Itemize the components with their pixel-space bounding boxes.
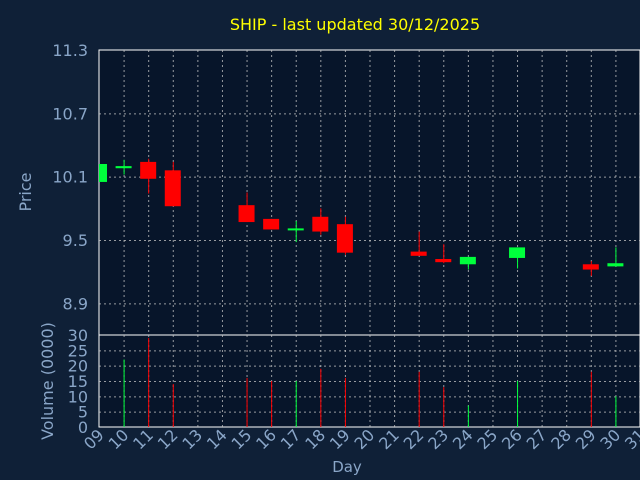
candle-body bbox=[238, 205, 255, 223]
volume-tick-label: 5 bbox=[78, 403, 88, 422]
candle-body bbox=[435, 259, 452, 263]
candle-day-12 bbox=[164, 161, 181, 207]
candle-day-29 bbox=[582, 261, 599, 276]
candle-body bbox=[582, 264, 599, 270]
chart-title: SHIP - last updated 30/12/2025 bbox=[230, 15, 480, 34]
candle-body bbox=[287, 228, 304, 231]
candle-day-19 bbox=[336, 216, 353, 255]
candle-day-17 bbox=[287, 221, 304, 243]
day-axis-label: Day bbox=[332, 458, 362, 476]
price-tick-label: 11.3 bbox=[52, 41, 88, 60]
candle-body bbox=[459, 256, 476, 265]
candle-day-11 bbox=[140, 158, 157, 194]
candle-body bbox=[164, 170, 181, 207]
candle-body bbox=[336, 224, 353, 253]
price-tick-label: 8.9 bbox=[63, 294, 88, 313]
candle-day-10 bbox=[115, 159, 132, 175]
candle-day-22 bbox=[410, 231, 427, 256]
price-grid bbox=[99, 50, 640, 335]
price-plot-area bbox=[98, 49, 640, 336]
volume-tick-label: 20 bbox=[68, 357, 88, 376]
candle-body bbox=[607, 263, 624, 267]
candle-day-24 bbox=[459, 256, 476, 270]
candle-body bbox=[99, 164, 107, 182]
volume-bars bbox=[123, 338, 617, 427]
volume-tick-label: 10 bbox=[68, 387, 88, 406]
volume-tick-label: 25 bbox=[68, 341, 88, 360]
price-panel: 11.3 10.7 10.1 9.5 8.9 Price bbox=[16, 41, 640, 336]
price-y-ticks: 11.3 10.7 10.1 9.5 8.9 bbox=[52, 41, 88, 313]
candle-day-16 bbox=[263, 218, 280, 230]
candle-day-30 bbox=[607, 247, 624, 267]
candle-body bbox=[115, 166, 132, 169]
candle-body bbox=[410, 251, 427, 256]
candle-day-18 bbox=[312, 208, 329, 235]
candle-day-26 bbox=[509, 247, 526, 269]
volume-axis-label: Volume (0000) bbox=[38, 322, 57, 440]
candle-body bbox=[140, 161, 157, 179]
price-tick-label: 10.7 bbox=[52, 104, 88, 123]
volume-tick-label: 0 bbox=[78, 418, 88, 437]
candle-body bbox=[263, 218, 280, 230]
volume-tick-label: 30 bbox=[68, 326, 88, 345]
candle-body bbox=[509, 247, 526, 258]
candle-day-23 bbox=[435, 244, 452, 264]
price-tick-label: 10.1 bbox=[52, 168, 88, 187]
candle-body bbox=[312, 216, 329, 232]
candle-day-9 bbox=[99, 164, 107, 182]
price-candles bbox=[99, 158, 624, 276]
price-axis-label: Price bbox=[16, 172, 35, 211]
volume-tick-label: 15 bbox=[68, 372, 88, 391]
price-tick-label: 9.5 bbox=[63, 231, 88, 250]
candle-day-15 bbox=[238, 192, 255, 223]
